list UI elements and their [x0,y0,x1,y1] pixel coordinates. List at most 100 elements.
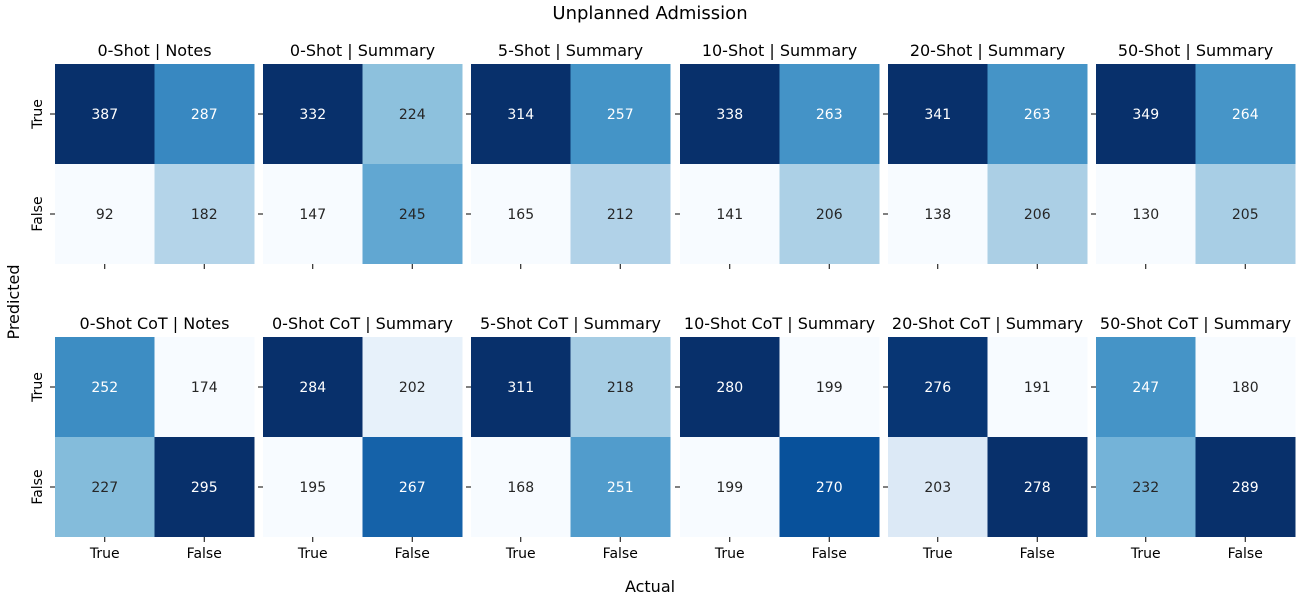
heatmap-panel: 20-Shot CoT | Summary 276 191 203 278 True Fal… [883,314,1088,562]
heatmap-panel: 20-Shot | Summary 341 263 138 206 [883,41,1088,269]
cell-value-label: 206 [1024,207,1051,223]
heatmap-cell [888,437,988,537]
x-tick-label: True [922,546,953,562]
heatmap-cell [779,164,880,264]
cell-value-label: 289 [1232,480,1259,496]
heatmap-cell [1195,337,1296,437]
heatmap-panel: 0-Shot | Notes 387 287 92 182 True False [30,41,255,269]
cell-value-label: 332 [299,107,326,123]
heatmap-cell [263,164,363,264]
cell-value-label: 130 [1132,207,1159,223]
cell-value-label: 263 [816,107,843,123]
cell-value-label: 202 [399,380,426,396]
panel-title: 0-Shot CoT | Notes [80,314,230,333]
heatmap-cell [263,437,363,537]
x-tick-label: True [714,546,745,562]
panel-title: 50-Shot | Summary [1118,41,1273,60]
x-tick-label: False [187,546,222,562]
cell-value-label: 195 [299,480,326,496]
cell-value-label: 387 [91,107,118,123]
cell-value-label: 199 [816,380,843,396]
panel-title: 10-Shot CoT | Summary [684,314,875,333]
cell-value-label: 205 [1232,207,1259,223]
heatmap-panel: 0-Shot CoT | Summary 284 202 195 267 True Fals… [258,314,463,562]
y-tick-label: True [30,372,46,403]
panel-title: 5-Shot CoT | Summary [480,314,661,333]
heatmap-cell [1096,437,1196,537]
heatmap-panel: 0-Shot | Summary 332 224 147 245 [258,41,463,269]
heatmap-cell [888,64,988,164]
cell-value-label: 147 [299,207,326,223]
cell-value-label: 338 [716,107,743,123]
y-tick-label: True [30,99,46,130]
heatmap-panel: 0-Shot CoT | Notes 252 174 227 295 True False T… [30,314,255,562]
heatmap-cell [362,437,463,537]
heatmap-panel: 10-Shot CoT | Summary 280 199 199 270 True Fal… [675,314,880,562]
cell-value-label: 92 [96,207,114,223]
cell-value-label: 314 [507,107,534,123]
heatmap-cell [888,164,988,264]
y-tick-label: False [30,469,46,504]
heatmap-cell [779,337,880,437]
cell-value-label: 168 [507,480,534,496]
x-tick-label: False [1020,546,1055,562]
heatmap-cell [987,64,1088,164]
cell-value-label: 276 [924,380,951,396]
heatmap-cell [362,164,463,264]
heatmap-cell [154,437,255,537]
heatmap-cell [1195,64,1296,164]
cell-value-label: 311 [507,380,534,396]
cell-value-label: 278 [1024,480,1051,496]
panel-title: 20-Shot | Summary [910,41,1065,60]
cell-value-label: 138 [924,207,951,223]
cell-value-label: 270 [816,480,843,496]
x-tick-label: False [603,546,638,562]
heatmap-cell [570,64,671,164]
heatmap-cell [55,437,155,537]
x-tick-label: True [505,546,536,562]
y-tick-label: False [30,196,46,231]
cell-value-label: 212 [607,207,634,223]
cell-value-label: 257 [607,107,634,123]
panel-title: 5-Shot | Summary [498,41,643,60]
heatmap-cell [55,164,155,264]
heatmap-panel: 5-Shot | Summary 314 257 165 212 [466,41,671,269]
heatmap-cell [263,337,363,437]
heatmap-cell [570,337,671,437]
heatmap-cell [987,337,1088,437]
heatmap-cell [55,64,155,164]
panel-title: 0-Shot CoT | Summary [272,314,453,333]
heatmap-cell [1096,164,1196,264]
cell-value-label: 227 [91,480,118,496]
cell-value-label: 263 [1024,107,1051,123]
heatmap-cell [362,337,463,437]
heatmap-cell [680,337,780,437]
cell-value-label: 349 [1132,107,1159,123]
heatmap-cell [570,437,671,537]
cell-value-label: 191 [1024,380,1051,396]
cell-value-label: 267 [399,480,426,496]
cell-value-label: 247 [1132,380,1159,396]
heatmap-cell [570,164,671,264]
heatmap-cell [987,437,1088,537]
heatmap-cell [987,164,1088,264]
cell-value-label: 174 [191,380,218,396]
cell-value-label: 182 [191,207,218,223]
panel-title: 50-Shot CoT | Summary [1100,314,1291,333]
cell-value-label: 203 [924,480,951,496]
heatmap-cell [779,437,880,537]
heatmap-panel: 50-Shot | Summary 349 264 130 205 [1091,41,1296,269]
heatmap-cell [154,164,255,264]
heatmap-cell [154,337,255,437]
cell-value-label: 180 [1232,380,1259,396]
heatmap-panel: 5-Shot CoT | Summary 311 218 168 251 True Fals… [466,314,671,562]
cell-value-label: 224 [399,107,426,123]
heatmap-cell [154,64,255,164]
x-tick-label: True [297,546,328,562]
x-tick-label: False [812,546,847,562]
heatmap-cell [888,337,988,437]
heatmap-cell [1195,437,1296,537]
cell-value-label: 264 [1232,107,1259,123]
heatmap-cell [779,64,880,164]
panel-title: 10-Shot | Summary [702,41,857,60]
